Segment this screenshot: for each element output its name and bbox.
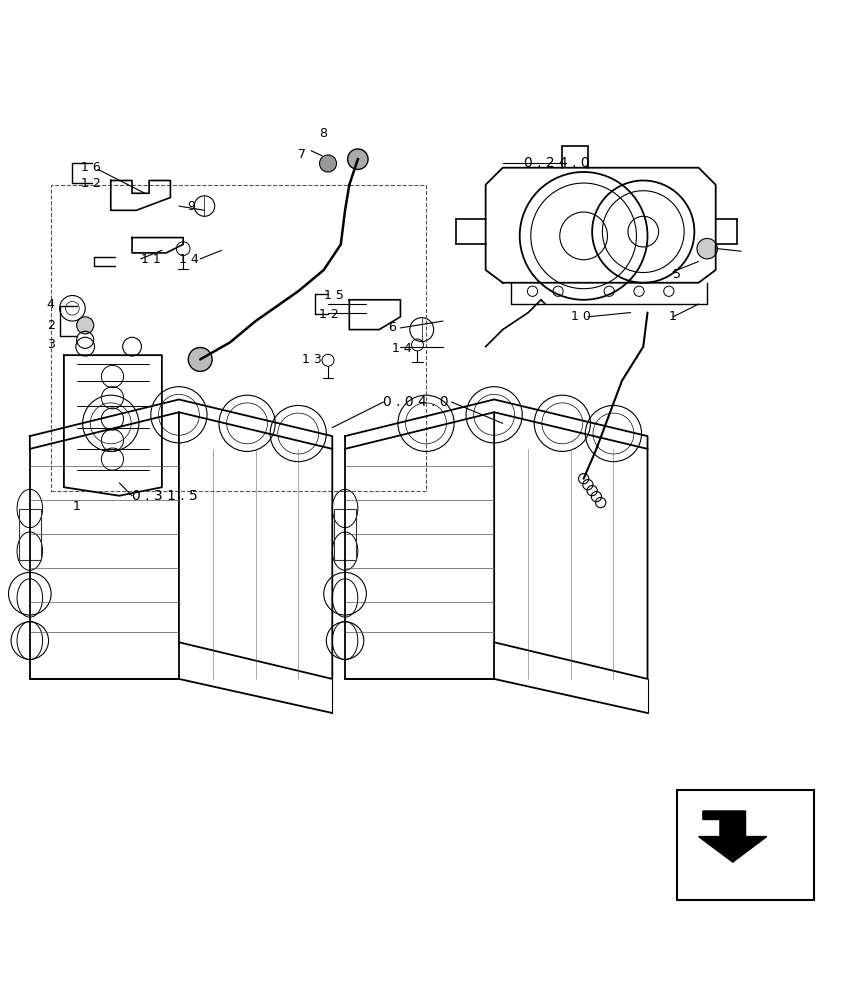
Text: 1 6: 1 6: [81, 161, 101, 174]
Circle shape: [77, 317, 94, 334]
Text: 1 3: 1 3: [302, 353, 322, 366]
Text: 9: 9: [187, 200, 195, 213]
Text: 1 1: 1 1: [141, 253, 160, 266]
Text: 0 . 2 4 . 0: 0 . 2 4 . 0: [524, 156, 590, 170]
Bar: [51, 185, 426, 491]
Text: 8: 8: [320, 127, 327, 140]
Text: 1: 1: [669, 310, 676, 323]
Text: 1: 1: [72, 500, 80, 513]
Text: 1 4: 1 4: [179, 253, 199, 266]
Text: 1 2: 1 2: [320, 308, 339, 321]
Circle shape: [320, 155, 337, 172]
Circle shape: [697, 238, 717, 259]
Polygon shape: [699, 811, 767, 862]
Text: 4: 4: [47, 298, 55, 311]
Text: 1 4: 1 4: [392, 342, 412, 355]
Bar: [334, 509, 356, 560]
Text: 2: 2: [47, 319, 55, 332]
Text: 5: 5: [673, 268, 681, 281]
Circle shape: [188, 347, 212, 371]
Text: 1 5: 1 5: [324, 289, 343, 302]
Text: 7: 7: [298, 148, 306, 161]
Circle shape: [348, 149, 368, 169]
Text: 3: 3: [47, 338, 55, 351]
Text: 0 . 0 4 . 0: 0 . 0 4 . 0: [383, 395, 449, 409]
Bar: [677, 790, 814, 900]
Text: 1 0: 1 0: [571, 310, 590, 323]
Bar: [19, 509, 41, 560]
Text: 1 2: 1 2: [81, 177, 101, 190]
Text: 0 . 3 1 . 5: 0 . 3 1 . 5: [132, 489, 198, 503]
Text: 6: 6: [388, 321, 395, 334]
